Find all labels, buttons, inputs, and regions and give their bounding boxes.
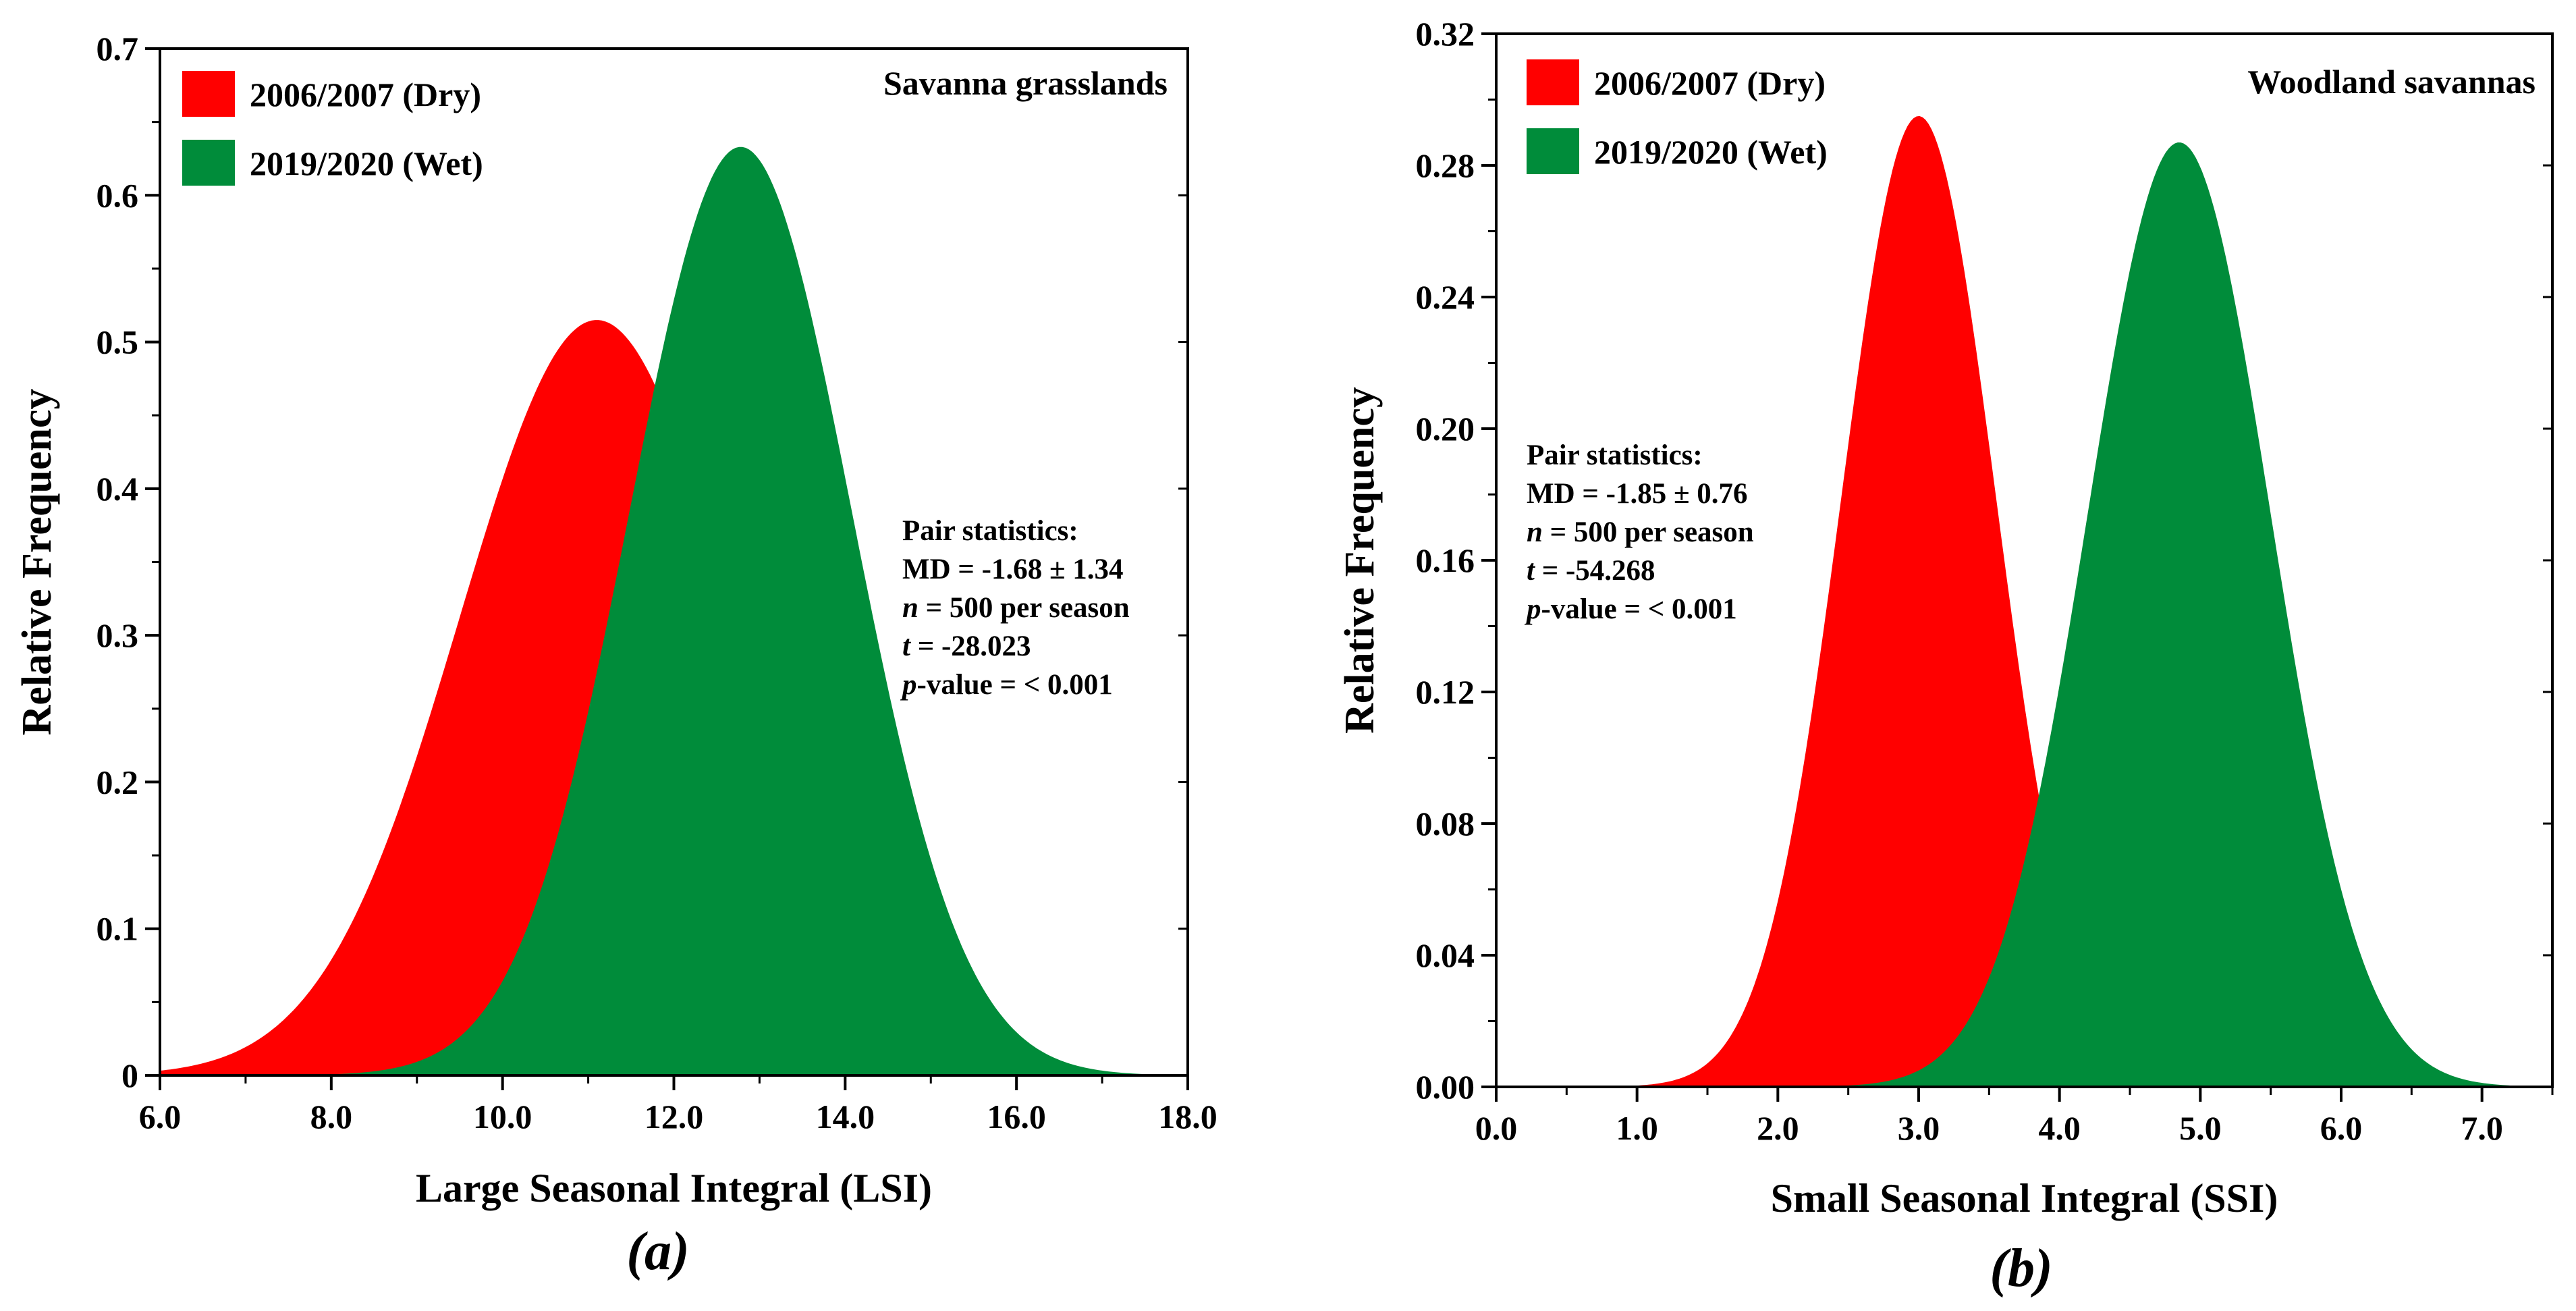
y-tick-label: 0.12 [1416,673,1475,711]
x-tick-label: 4.0 [2038,1109,2081,1147]
stats-line: Pair statistics: [902,515,1078,547]
x-tick-label: 14.0 [816,1098,875,1135]
wet-season-curve [1637,142,2539,1087]
stats-line: MD = -1.68 ± 1.34 [902,554,1124,585]
y-tick-label: 0.04 [1416,936,1475,974]
stats-line: n = 500 per season [1527,516,1754,548]
y-tick-label: 0.2 [97,763,139,801]
y-tick-label: 0.6 [97,176,139,214]
stats-line: MD = -1.85 ± 0.76 [1527,478,1748,510]
panel-caption: (b) [1990,1239,2052,1298]
panel-caption: (a) [626,1222,689,1281]
stats-line: n = 500 per season [902,592,1130,624]
y-tick-label: 0.32 [1416,15,1475,53]
x-tick-label: 2.0 [1757,1109,1799,1147]
panel-label: Savanna grasslands [883,64,1168,102]
y-axis-title: Relative Frequency [14,389,60,736]
y-tick-label: 0.08 [1416,805,1475,842]
x-tick-label: 18.0 [1158,1098,1217,1135]
stats-line: p-value = < 0.001 [1524,593,1737,625]
x-tick-label: 6.0 [139,1098,182,1135]
legend-label-dry: 2006/2007 (Dry) [250,76,481,113]
y-tick-label: 0.28 [1416,146,1475,184]
x-axis-title: Large Seasonal Integral (LSI) [416,1166,932,1210]
legend-swatch-wet [1527,128,1579,174]
wet-season-curve [160,146,1188,1076]
x-tick-label: 7.0 [2461,1109,2503,1147]
legend-label-wet: 2019/2020 (Wet) [250,144,483,182]
stats-line: t = -28.023 [902,631,1031,662]
x-tick-label: 10.0 [473,1098,532,1135]
y-tick-label: 0.20 [1416,410,1475,448]
x-tick-label: 0.0 [1475,1109,1518,1147]
x-tick-label: 1.0 [1616,1109,1658,1147]
chart-panel-b: 0.0 1.0 2.0 3.0 4.0 5.0 6.0 7.0 0.00 0.04 0.08 0.12… [1337,15,2554,1298]
y-tick-label: 0.5 [97,323,139,361]
x-tick-label: 5.0 [2179,1109,2222,1147]
x-tick-label: 3.0 [1898,1109,1940,1147]
y-tick-label: 0.7 [97,30,139,68]
stats-line: t = -54.268 [1527,555,1655,587]
x-axis-title: Small Seasonal Integral (SSI) [1771,1176,2278,1221]
x-tick-label: 8.0 [310,1098,353,1135]
stats-line: Pair statistics: [1527,439,1703,471]
legend-swatch-dry [1527,59,1579,105]
dry-season-curve [1637,115,2539,1087]
x-tick-label: 6.0 [2320,1109,2363,1147]
y-tick-label: 0.4 [97,470,139,508]
legend-label-wet: 2019/2020 (Wet) [1594,133,1828,171]
x-tick-label: 12.0 [645,1098,704,1135]
y-tick-label: 0.3 [97,616,139,654]
chart-panel-a: 6.0 8.0 10.0 12.0 14.0 16.0 18.0 0 0.1 0.2 0.3 0.4 0… [14,30,1217,1281]
x-tick-label: 16.0 [987,1098,1046,1135]
panel-label: Woodland savannas [2247,63,2536,101]
y-tick-label: 0.16 [1416,541,1475,579]
y-axis-title: Relative Frequency [1337,387,1383,734]
y-tick-label: 0.24 [1416,278,1475,316]
y-tick-label: 0 [121,1056,138,1094]
stats-line: p-value = < 0.001 [900,669,1113,701]
y-tick-label: 0.00 [1416,1068,1475,1106]
legend-label-dry: 2006/2007 (Dry) [1594,64,1826,102]
legend-swatch-wet [182,140,235,186]
y-tick-label: 0.1 [97,910,139,948]
legend-swatch-dry [182,71,235,117]
